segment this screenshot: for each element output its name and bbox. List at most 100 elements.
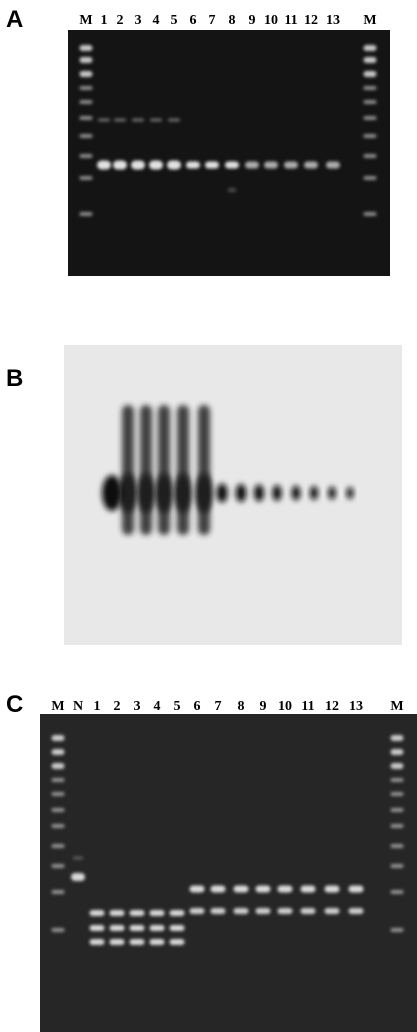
band: [391, 890, 404, 894]
lane-label: 9: [260, 699, 267, 714]
band: [167, 161, 181, 170]
blot-band: [102, 475, 122, 511]
band: [325, 886, 340, 893]
gel-a: [68, 30, 390, 276]
blot-smear: [177, 405, 189, 535]
band: [364, 45, 377, 51]
band: [80, 134, 93, 138]
band: [52, 763, 65, 769]
blot-smear: [158, 405, 170, 535]
lane-label: 12: [304, 13, 318, 28]
band: [80, 176, 93, 180]
band: [304, 162, 318, 169]
band: [80, 212, 93, 216]
band: [170, 939, 185, 945]
band: [284, 162, 298, 169]
band: [52, 749, 65, 755]
band: [391, 844, 404, 848]
band: [364, 100, 377, 104]
lane-label: M: [51, 699, 64, 714]
band: [256, 886, 271, 893]
lane-label: 1: [94, 699, 101, 714]
band: [52, 735, 65, 741]
band: [90, 910, 105, 916]
band: [80, 154, 93, 158]
lane-label: N: [73, 699, 83, 714]
band: [150, 925, 165, 931]
band: [80, 45, 93, 51]
lane-label: 10: [264, 13, 278, 28]
band: [114, 119, 126, 122]
band: [52, 792, 65, 796]
band: [211, 886, 226, 893]
lane-label: 2: [114, 699, 121, 714]
band: [391, 864, 404, 868]
band: [228, 188, 236, 192]
figure: A B C M12345678910111213MMN1234567891011…: [0, 0, 417, 1032]
band: [364, 176, 377, 180]
band: [71, 873, 85, 881]
band: [301, 886, 316, 893]
band: [391, 928, 404, 932]
band: [132, 119, 144, 122]
band: [205, 162, 219, 169]
band: [278, 886, 293, 893]
band: [245, 162, 259, 169]
blot-band: [217, 484, 228, 503]
lane-label: 1: [101, 13, 108, 28]
band: [149, 161, 163, 170]
gel-c: [40, 714, 417, 1032]
band: [168, 119, 180, 122]
lane-label: 7: [215, 699, 222, 714]
band: [170, 910, 185, 916]
band: [349, 908, 364, 914]
band: [325, 908, 340, 914]
blot-band: [328, 487, 335, 500]
blot-band: [254, 485, 264, 502]
band: [391, 735, 404, 741]
blot-smear: [140, 405, 152, 535]
band: [326, 162, 340, 169]
blot-band: [310, 486, 318, 500]
band: [113, 161, 127, 170]
lane-label: 3: [135, 13, 142, 28]
band: [391, 792, 404, 796]
band: [110, 925, 125, 931]
lane-label: 8: [229, 13, 236, 28]
band: [256, 908, 271, 914]
band: [130, 910, 145, 916]
blot-smear: [122, 405, 134, 535]
lane-label: M: [79, 13, 92, 28]
band: [80, 57, 93, 63]
lane-label: 5: [174, 699, 181, 714]
band: [98, 119, 110, 122]
band: [131, 161, 145, 170]
band: [52, 864, 65, 868]
band: [301, 908, 316, 914]
band: [52, 824, 65, 828]
band: [190, 886, 205, 893]
band: [349, 886, 364, 893]
band: [211, 908, 226, 914]
blot-band: [236, 484, 246, 502]
panel-label: C: [6, 691, 23, 718]
band: [364, 212, 377, 216]
band: [150, 119, 162, 122]
lane-label: 7: [209, 13, 216, 28]
lane-label: 3: [134, 699, 141, 714]
band: [80, 116, 93, 120]
band: [52, 778, 65, 782]
band: [234, 908, 249, 914]
lane-label: 11: [301, 699, 314, 714]
band: [391, 749, 404, 755]
panel-label: B: [6, 365, 23, 392]
band: [80, 71, 93, 77]
band: [150, 910, 165, 916]
band: [391, 778, 404, 782]
band: [391, 824, 404, 828]
lane-label: 12: [325, 699, 339, 714]
panel-label: A: [6, 6, 23, 33]
lane-label: 4: [154, 699, 161, 714]
lane-label: 13: [349, 699, 363, 714]
band: [52, 928, 65, 932]
